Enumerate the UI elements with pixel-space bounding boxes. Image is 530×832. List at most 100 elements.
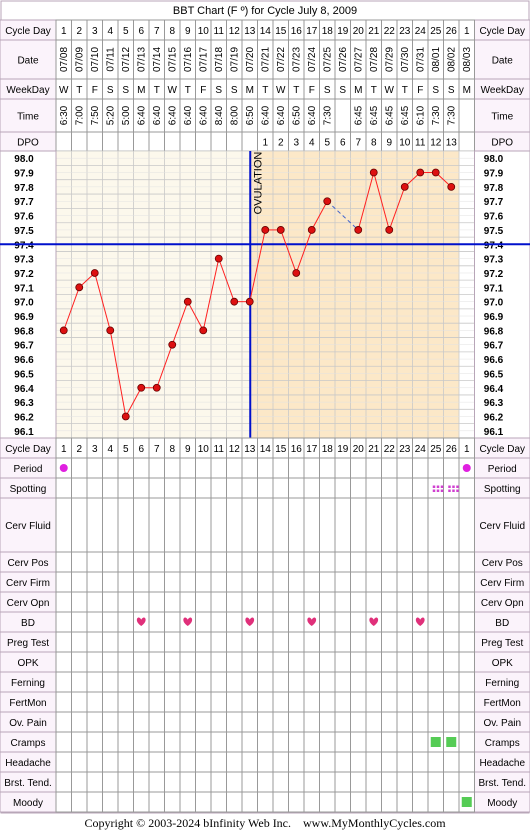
cerv-fluid-label: Cerv Fluid [5,521,51,532]
headache-cell [427,751,444,773]
cerv-fluid-cell [272,497,289,553]
cerv-firm-cell [86,571,103,593]
cerv-fluid-cell [396,497,413,553]
ov-pain-cell [443,711,460,733]
headache-cell [334,751,351,773]
brst-tend-cell [148,771,165,793]
brst-tend-cell [412,771,429,793]
preg-test-label-right: Preg Test [481,638,523,649]
dpo-value: 3 [293,138,299,149]
bd-cell [117,611,134,633]
cerv-opn-label-right: Cerv Opn [481,598,524,609]
cramps-cell [195,731,212,753]
cycle-day-value: 14 [260,26,272,37]
cramps-cell [257,731,274,753]
dpo-cell [55,131,72,152]
cerv-fluid-cell [334,497,351,553]
opk-cell [102,651,119,673]
opk-cell [226,651,243,673]
ov-pain-cell [148,711,165,733]
row-label-cell-right-date [474,39,530,80]
headache-cell [350,751,367,773]
opk-cell [303,651,320,673]
opk-cell [427,651,444,673]
cycle-day-value: 2 [76,26,82,37]
temp-point [416,168,425,177]
fertmon-cell [210,691,227,713]
dpo-value: 4 [309,138,315,149]
brst-tend-cell [334,771,351,793]
heart-icon [136,617,146,626]
temp-point [447,182,456,191]
date-value: 07/21 [260,47,271,72]
cerv-fluid-cell [148,497,165,553]
cerv-pos-cell [226,551,243,573]
cycle-day-value: 17 [306,444,318,455]
cerv-fluid-cell [412,497,429,553]
moody-cell [86,791,103,813]
dpo-label-right: DPO [491,138,513,149]
preg-test-cell [381,631,398,653]
cerv-firm-cell [195,571,212,593]
temp-tick-label-left: 97.7 [14,197,34,208]
cerv-opn-cell [164,591,181,613]
ferning-cell [272,671,289,693]
brst-tend-cell [226,771,243,793]
symptom-mark [446,737,457,747]
cerv-pos-cell [195,551,212,573]
period-cell [86,457,103,479]
ov-pain-cell [350,711,367,733]
opk-cell [55,651,72,673]
cerv-fluid-cell [117,497,134,553]
headache-cell [117,751,134,773]
temp-point [261,226,270,234]
bd-cell [272,611,289,633]
ov-pain-cell [334,711,351,733]
brst-tend-cell [350,771,367,793]
brst-tend-cell [427,771,444,793]
cerv-firm-cell [396,571,413,593]
time-value: 6:50 [245,105,256,125]
cerv-fluid-cell [102,497,119,553]
cycle-day-value: 24 [415,26,427,37]
cerv-pos-cell [71,551,88,573]
period-cell [396,457,413,479]
opk-cell [334,651,351,673]
cycle-day-value: 8 [169,444,175,455]
period-label: Period [14,464,43,475]
period-cell [443,457,460,479]
ovulation-label: OVULATION [252,152,264,215]
temp-point [292,269,301,277]
period-cell [195,457,212,479]
cycle-day-value: 26 [446,444,458,455]
date-label-right: Date [492,56,514,67]
ov-pain-cell [381,711,398,733]
headache-cell [443,751,460,773]
temp-point [168,340,177,349]
fertmon-cell [226,691,243,713]
dpo-cell [210,131,227,152]
ferning-cell [303,671,320,693]
bd-cell [427,611,444,633]
time-value: 7:30 [431,105,442,125]
temp-tick-label-right: 97.0 [484,298,504,309]
brst-tend-cell [272,771,289,793]
cerv-firm-cell [241,571,258,593]
dpo-value: 10 [399,138,411,149]
time-value: 6:10 [415,105,426,125]
cerv-fluid-cell [164,497,181,553]
weekday-value: M [137,85,145,96]
moody-cell [319,791,336,813]
moody-cell [412,791,429,813]
temp-tick-label-left: 97.5 [14,226,34,237]
period-cell [334,457,351,479]
headache-cell [226,751,243,773]
period-cell [303,457,320,479]
dpo-cell [458,131,475,152]
dpo-cell [148,131,165,152]
cycle-day-label: Cycle Day [5,26,51,37]
ov-pain-cell [319,711,336,733]
temp-point [385,226,394,234]
ov-pain-cell [117,711,134,733]
temp-line-segment [295,229,313,274]
